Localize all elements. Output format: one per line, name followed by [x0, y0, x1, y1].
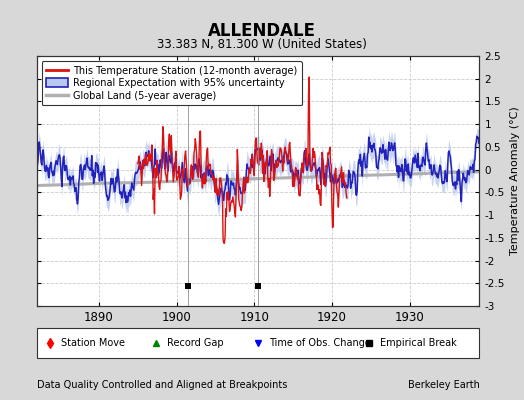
Text: 33.383 N, 81.300 W (United States): 33.383 N, 81.300 W (United States)	[157, 38, 367, 51]
FancyBboxPatch shape	[37, 328, 479, 358]
Text: Time of Obs. Change: Time of Obs. Change	[269, 338, 371, 348]
Text: Record Gap: Record Gap	[167, 338, 224, 348]
Text: Data Quality Controlled and Aligned at Breakpoints: Data Quality Controlled and Aligned at B…	[37, 380, 287, 390]
Text: Station Move: Station Move	[61, 338, 125, 348]
Text: Berkeley Earth: Berkeley Earth	[408, 380, 479, 390]
Text: ALLENDALE: ALLENDALE	[208, 22, 316, 40]
Text: Empirical Break: Empirical Break	[380, 338, 456, 348]
Y-axis label: Temperature Anomaly (°C): Temperature Anomaly (°C)	[510, 107, 520, 255]
Legend: This Temperature Station (12-month average), Regional Expectation with 95% uncer: This Temperature Station (12-month avera…	[41, 61, 302, 106]
